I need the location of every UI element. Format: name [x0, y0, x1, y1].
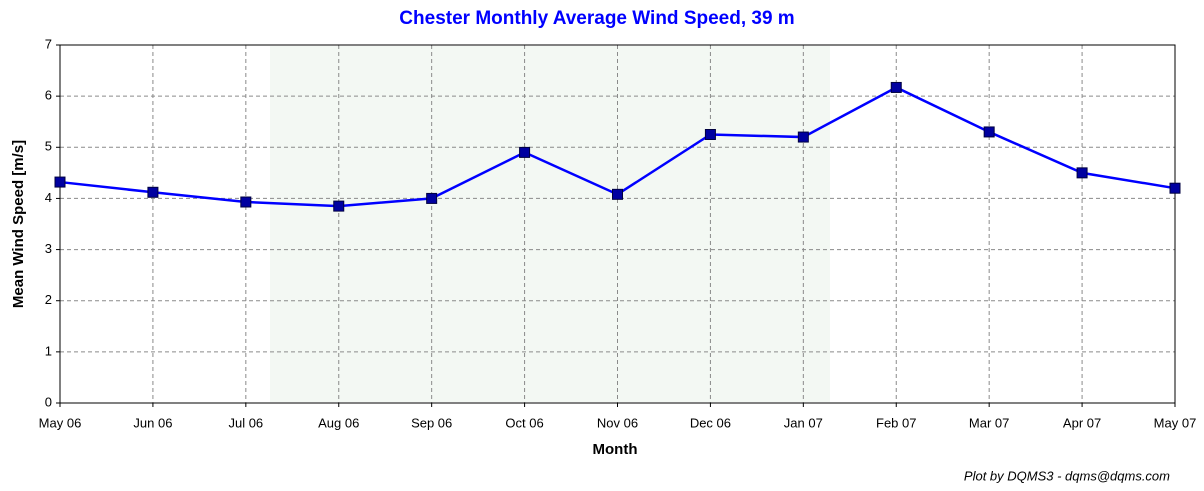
y-tick-label: 6	[45, 88, 52, 103]
marker	[613, 189, 623, 199]
x-tick-label: Jan 07	[784, 415, 823, 430]
marker	[427, 193, 437, 203]
y-tick-label: 5	[45, 139, 52, 154]
marker	[241, 197, 251, 207]
x-axis-label: Month	[593, 441, 638, 458]
marker	[55, 177, 65, 187]
y-tick-label: 0	[45, 394, 52, 409]
x-tick-label: May 07	[1154, 415, 1197, 430]
y-tick-label: 1	[45, 343, 52, 358]
x-tick-label: Apr 07	[1063, 415, 1101, 430]
x-tick-label: Mar 07	[969, 415, 1009, 430]
marker	[798, 132, 808, 142]
marker	[334, 201, 344, 211]
y-axis-label: Mean Wind Speed [m/s]	[10, 140, 27, 308]
marker	[148, 187, 158, 197]
x-tick-label: May 06	[39, 415, 82, 430]
chart-title: Chester Monthly Average Wind Speed, 39 m	[399, 8, 794, 29]
x-tick-label: Dec 06	[690, 415, 731, 430]
watermark	[270, 46, 830, 402]
marker	[984, 127, 994, 137]
y-tick-label: 2	[45, 292, 52, 307]
y-tick-label: 7	[45, 36, 52, 51]
marker	[891, 82, 901, 92]
x-tick-label: Feb 07	[876, 415, 916, 430]
x-tick-label: Jul 06	[228, 415, 263, 430]
marker	[705, 130, 715, 140]
y-tick-label: 3	[45, 241, 52, 256]
chart: Chester Monthly Average Wind Speed, 39 m…	[0, 0, 1204, 491]
x-tick-label: Sep 06	[411, 415, 452, 430]
credit: Plot by DQMS3 - dqms@dqms.com	[964, 468, 1170, 483]
x-tick-label: Oct 06	[505, 415, 543, 430]
y-tick-label: 4	[45, 190, 52, 205]
marker	[1170, 183, 1180, 193]
marker	[1077, 168, 1087, 178]
x-tick-label: Nov 06	[597, 415, 638, 430]
x-tick-label: Aug 06	[318, 415, 359, 430]
x-tick-label: Jun 06	[133, 415, 172, 430]
marker	[520, 147, 530, 157]
